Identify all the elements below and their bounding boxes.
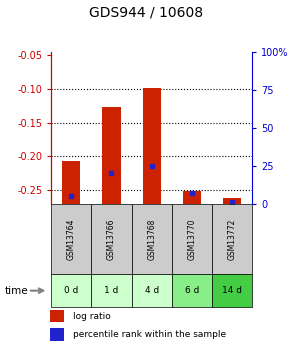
Bar: [103, 107, 120, 204]
Text: GSM13766: GSM13766: [107, 218, 116, 260]
Text: 0 d: 0 d: [64, 286, 79, 295]
Bar: [62, 161, 80, 204]
Text: GSM13772: GSM13772: [227, 218, 236, 259]
Bar: [91, 274, 132, 307]
Bar: [132, 274, 172, 307]
Text: time: time: [4, 286, 28, 296]
Text: GDS944 / 10608: GDS944 / 10608: [89, 5, 204, 19]
Bar: [91, 204, 132, 274]
Bar: [172, 204, 212, 274]
Text: GSM13764: GSM13764: [67, 218, 76, 260]
Bar: [172, 274, 212, 307]
Text: GSM13770: GSM13770: [187, 218, 196, 260]
Text: 14 d: 14 d: [222, 286, 242, 295]
Text: log ratio: log ratio: [73, 312, 111, 321]
Text: percentile rank within the sample: percentile rank within the sample: [73, 330, 226, 339]
Bar: [183, 191, 201, 204]
Text: 6 d: 6 d: [185, 286, 199, 295]
Bar: [212, 204, 252, 274]
Bar: [143, 88, 161, 204]
Bar: [223, 198, 241, 204]
Bar: [50, 309, 64, 322]
Bar: [212, 274, 252, 307]
Bar: [50, 328, 64, 341]
Bar: [132, 204, 172, 274]
Text: 1 d: 1 d: [104, 286, 119, 295]
Text: GSM13768: GSM13768: [147, 218, 156, 259]
Bar: [51, 204, 91, 274]
Text: 4 d: 4 d: [144, 286, 159, 295]
Bar: [51, 274, 91, 307]
